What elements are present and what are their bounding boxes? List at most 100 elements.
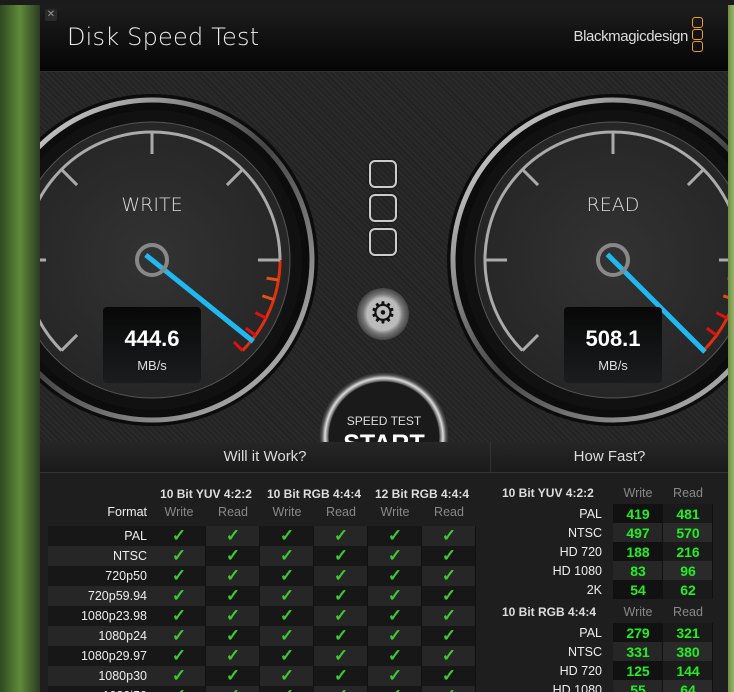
close-icon[interactable]: ✕ (45, 9, 57, 21)
read-redzone-arc (702, 312, 728, 352)
read-cell (663, 642, 713, 661)
check-cell (422, 626, 476, 646)
read-cell (663, 661, 713, 680)
check-icon: ✓ (279, 566, 295, 585)
format-label: 720p59.94 (87, 589, 147, 603)
check-cell (206, 626, 260, 646)
gear-icon[interactable]: ⚙ (357, 288, 409, 340)
write-speed: 279 (626, 625, 650, 641)
write-red-tick (232, 340, 244, 352)
read-scale-arc (483, 130, 728, 352)
write-unit: MB/s (137, 358, 167, 373)
check-icon: ✓ (441, 526, 457, 545)
check-icon: ✓ (387, 626, 403, 645)
check-icon: ✓ (152, 686, 206, 692)
check-cell (368, 626, 422, 646)
check-cell (314, 646, 368, 666)
check-icon: ✓ (279, 646, 295, 665)
check-icon: ✓ (387, 666, 403, 685)
format-label: HD 720 (559, 545, 602, 559)
group-header: 12 Bit RGB 4:4:4 (374, 487, 470, 501)
format-label: 720p50 (105, 569, 147, 583)
check-cell (260, 586, 314, 606)
read-red-tick (715, 311, 728, 320)
check-icon: ✓ (387, 566, 403, 585)
check-cell (314, 546, 368, 566)
format-header: Format (107, 505, 147, 519)
write-cell (613, 523, 663, 542)
read-gauge-bezel (450, 97, 728, 423)
subcol-header: Write (272, 505, 302, 519)
check-cell (152, 526, 206, 546)
read-red-tick (705, 326, 718, 337)
write-readout: 444.6 MB/s (103, 307, 201, 383)
section-header: 10 Bit RGB 4:4:4 (502, 605, 597, 619)
check-icon: ✓ (225, 526, 241, 545)
write-cell (613, 661, 663, 680)
check-cell (152, 646, 206, 666)
write-needle-hub (135, 243, 169, 277)
check-icon: ✓ (441, 546, 457, 565)
check-icon: ✓ (333, 526, 349, 545)
check-cell (206, 686, 260, 692)
check-cell (260, 646, 314, 666)
will-it-work-title: Will it Work? (40, 442, 491, 473)
check-icon: ✓ (333, 646, 349, 665)
write-major-tick (225, 168, 244, 187)
write-cell (613, 580, 663, 599)
write-cell (613, 561, 663, 580)
read-major-tick (521, 168, 540, 187)
check-icon: ✓ (279, 666, 295, 685)
check-icon: ✓ (368, 686, 422, 692)
write-header: Write (623, 486, 653, 500)
format-label: 1080p29.97 (80, 649, 147, 663)
write-cell (613, 642, 663, 661)
check-icon: ✓ (225, 546, 241, 565)
check-cell (314, 686, 368, 692)
check-cell (152, 606, 206, 626)
check-cell (368, 646, 422, 666)
check-icon: ✓ (260, 686, 314, 692)
subcol-header: Write (380, 505, 410, 519)
check-cell (206, 646, 260, 666)
write-scale-arc (40, 130, 282, 352)
write-speed: 331 (626, 644, 650, 660)
format-label: 1080p24 (98, 629, 147, 643)
check-icon: ✓ (225, 646, 241, 665)
write-speed: 54 (630, 582, 646, 598)
check-icon: ✓ (225, 666, 241, 685)
check-icon: ✓ (333, 666, 349, 685)
write-speed: 497 (626, 525, 650, 541)
check-cell (422, 586, 476, 606)
subcol-header: Write (164, 505, 194, 519)
group-header: 10 Bit RGB 4:4:4 (266, 487, 362, 501)
read-red-tick (722, 294, 728, 299)
check-cell (260, 686, 314, 692)
format-label: 1080p30 (98, 669, 147, 683)
check-icon: ✓ (387, 526, 403, 545)
read-gauge-label: READ (586, 194, 640, 216)
check-cell (152, 666, 206, 686)
check-icon: ✓ (279, 626, 295, 645)
check-cell (260, 566, 314, 586)
brand-name: Blackmagicdesign (573, 28, 689, 45)
read-speed: 96 (680, 563, 696, 579)
check-icon: ✓ (171, 586, 187, 605)
check-cell (422, 686, 476, 692)
check-icon: ✓ (171, 546, 187, 565)
write-red-tick (254, 311, 267, 320)
write-major-tick (60, 333, 79, 352)
write-speed: 188 (626, 544, 650, 560)
check-icon: ✓ (441, 606, 457, 625)
write-speed: 125 (626, 663, 650, 679)
check-icon: ✓ (171, 606, 187, 625)
write-red-tick (244, 326, 257, 337)
read-speed: 144 (676, 663, 700, 679)
read-speed: 570 (676, 525, 700, 541)
check-cell (314, 626, 368, 646)
format-label: NTSC (567, 645, 602, 659)
check-icon: ✓ (333, 546, 349, 565)
subcol-header: Read (434, 505, 464, 519)
write-cell (613, 680, 663, 692)
format-label: HD 1080 (552, 564, 602, 578)
